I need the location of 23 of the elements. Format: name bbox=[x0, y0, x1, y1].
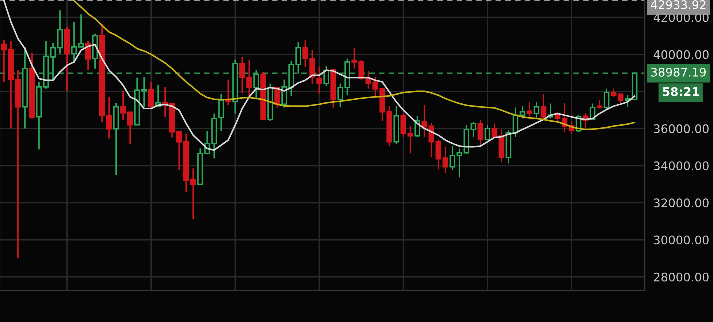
text: 58:21 bbox=[663, 87, 700, 96]
y-tick-label: 32000.00 bbox=[654, 198, 709, 208]
candlestick bbox=[64, 26, 70, 92]
candlestick bbox=[316, 66, 322, 94]
candlestick bbox=[85, 40, 92, 72]
candlestick bbox=[254, 70, 260, 100]
candlestick bbox=[324, 66, 330, 88]
candlestick bbox=[604, 88, 610, 110]
y-tick-label: 42000.00 bbox=[654, 13, 709, 22]
y-tick-label: 40000.00 bbox=[654, 50, 709, 60]
y-tick-label: 34000.00 bbox=[654, 162, 709, 171]
candlestick bbox=[526, 101, 533, 120]
candlestick bbox=[113, 102, 120, 176]
y-tick-label: 36000.00 bbox=[654, 124, 709, 134]
ref-line-label: 42933.92 bbox=[651, 0, 706, 10]
y-tick-label: 30000.00 bbox=[654, 236, 709, 245]
candlestick bbox=[534, 101, 540, 120]
y-tick-label: 28000.00 bbox=[654, 272, 709, 282]
candlestick bbox=[478, 120, 484, 146]
candlestick bbox=[148, 82, 154, 110]
candlestick bbox=[484, 124, 491, 142]
candlestick bbox=[540, 94, 547, 122]
ref-line-label: 38987.19 bbox=[651, 68, 706, 77]
